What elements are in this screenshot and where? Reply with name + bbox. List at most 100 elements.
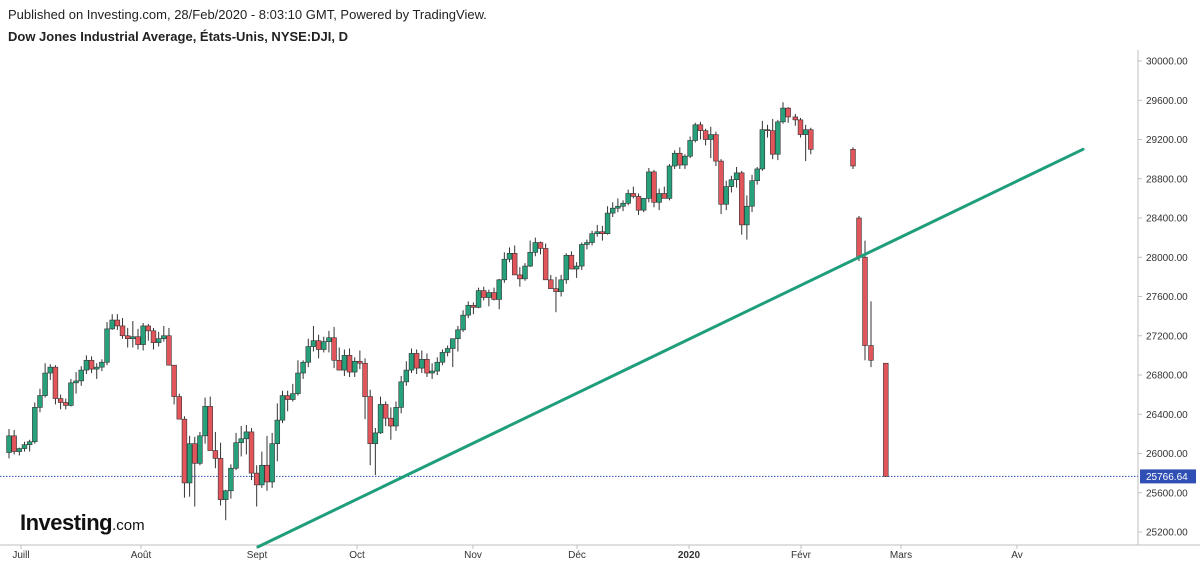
candle-body-up [708,134,714,140]
candle [78,366,84,386]
candle [233,432,239,471]
candle [656,188,662,211]
candle-body-down [357,360,363,364]
candle [130,321,136,348]
candle-body-down [511,253,518,276]
x-tick-label: Juill [12,550,29,561]
candle [646,167,652,203]
candle-body-up [594,231,600,235]
trend-line[interactable] [256,147,1085,549]
candle-body-down [517,274,523,280]
candle [455,325,461,352]
candle [702,128,709,146]
candle [341,349,348,376]
candle [739,170,745,235]
candle [460,310,466,332]
candle-body-up [610,207,616,214]
candle [687,136,693,159]
candle-body-up [450,338,456,349]
candle-body-down [856,217,862,258]
candle-body-down [470,305,477,308]
candle-body-down [739,172,745,226]
candle [444,345,451,357]
candle [104,322,110,366]
candle-body-up [579,244,585,267]
candle-body-down [176,396,182,420]
candle-body-up [666,165,673,199]
candle [171,364,177,405]
candle [223,489,229,521]
candle [94,363,100,379]
candle-body-down [264,464,270,483]
candle [517,267,523,287]
candle [775,119,781,161]
candle-body-up [439,352,446,363]
candle-body-up [802,129,809,135]
y-tick-label: 26000.00 [1146,449,1188,460]
candle-body-up [625,193,631,204]
candle [248,427,255,480]
candle-body-down [883,362,889,477]
candle [161,325,167,342]
y-tick-label: 26800.00 [1146,371,1188,382]
candle-body-down [862,256,868,346]
candle-body-down [63,402,69,406]
candle [850,147,856,169]
candle [155,331,162,347]
candle-body-up [640,198,647,211]
candle-body-up [393,407,399,427]
candle [671,150,678,169]
candle [367,389,373,466]
published-note: Published on Investing.com, 28/Feb/2020 … [8,7,487,22]
candle-body-up [104,328,110,363]
x-tick-label: Oct [349,550,365,561]
candle-body-down [599,231,606,235]
candle-body-up [460,314,466,331]
candle [475,287,482,309]
candle-body-down [217,458,224,500]
candle [119,318,126,339]
candle-body-up [228,467,234,492]
y-tick-label: 25600.00 [1146,488,1188,499]
y-tick-label: 28800.00 [1146,174,1188,185]
candle [594,224,600,237]
candle [197,431,203,466]
candle-body-up [775,121,781,155]
candle [434,357,440,375]
candle [408,348,415,374]
candle [728,175,735,193]
candle-body-up [94,366,100,370]
price-tag-label: 25766.64 [1146,472,1188,483]
candle [573,262,580,278]
candle [506,247,513,263]
candle [228,464,234,499]
candle [496,278,502,310]
candle-body-up [155,338,162,343]
candle-body-down [651,171,657,203]
candle-body-down [697,124,704,131]
candle-body-up [326,337,332,342]
y-tick-label: 29600.00 [1146,96,1188,107]
candle [109,314,115,330]
candle [352,357,358,377]
candle-body-down [150,330,157,343]
candle [6,428,12,459]
candle [527,240,533,268]
candle [682,154,688,169]
y-tick-label: 29200.00 [1146,135,1188,146]
candle-body-up [259,464,265,486]
candle [808,127,814,155]
candle-body-up [321,341,327,350]
candle [202,397,208,444]
candle [372,427,379,476]
candle-body-up [759,129,766,170]
price-tag-box [1140,469,1196,484]
candle [754,166,760,185]
candle-body-up [290,393,296,400]
candle-body-down [207,406,213,451]
candle-body-down [481,290,487,298]
candle [243,425,250,455]
candle-body-up [130,336,136,339]
x-tick-label: Av [1011,550,1023,561]
